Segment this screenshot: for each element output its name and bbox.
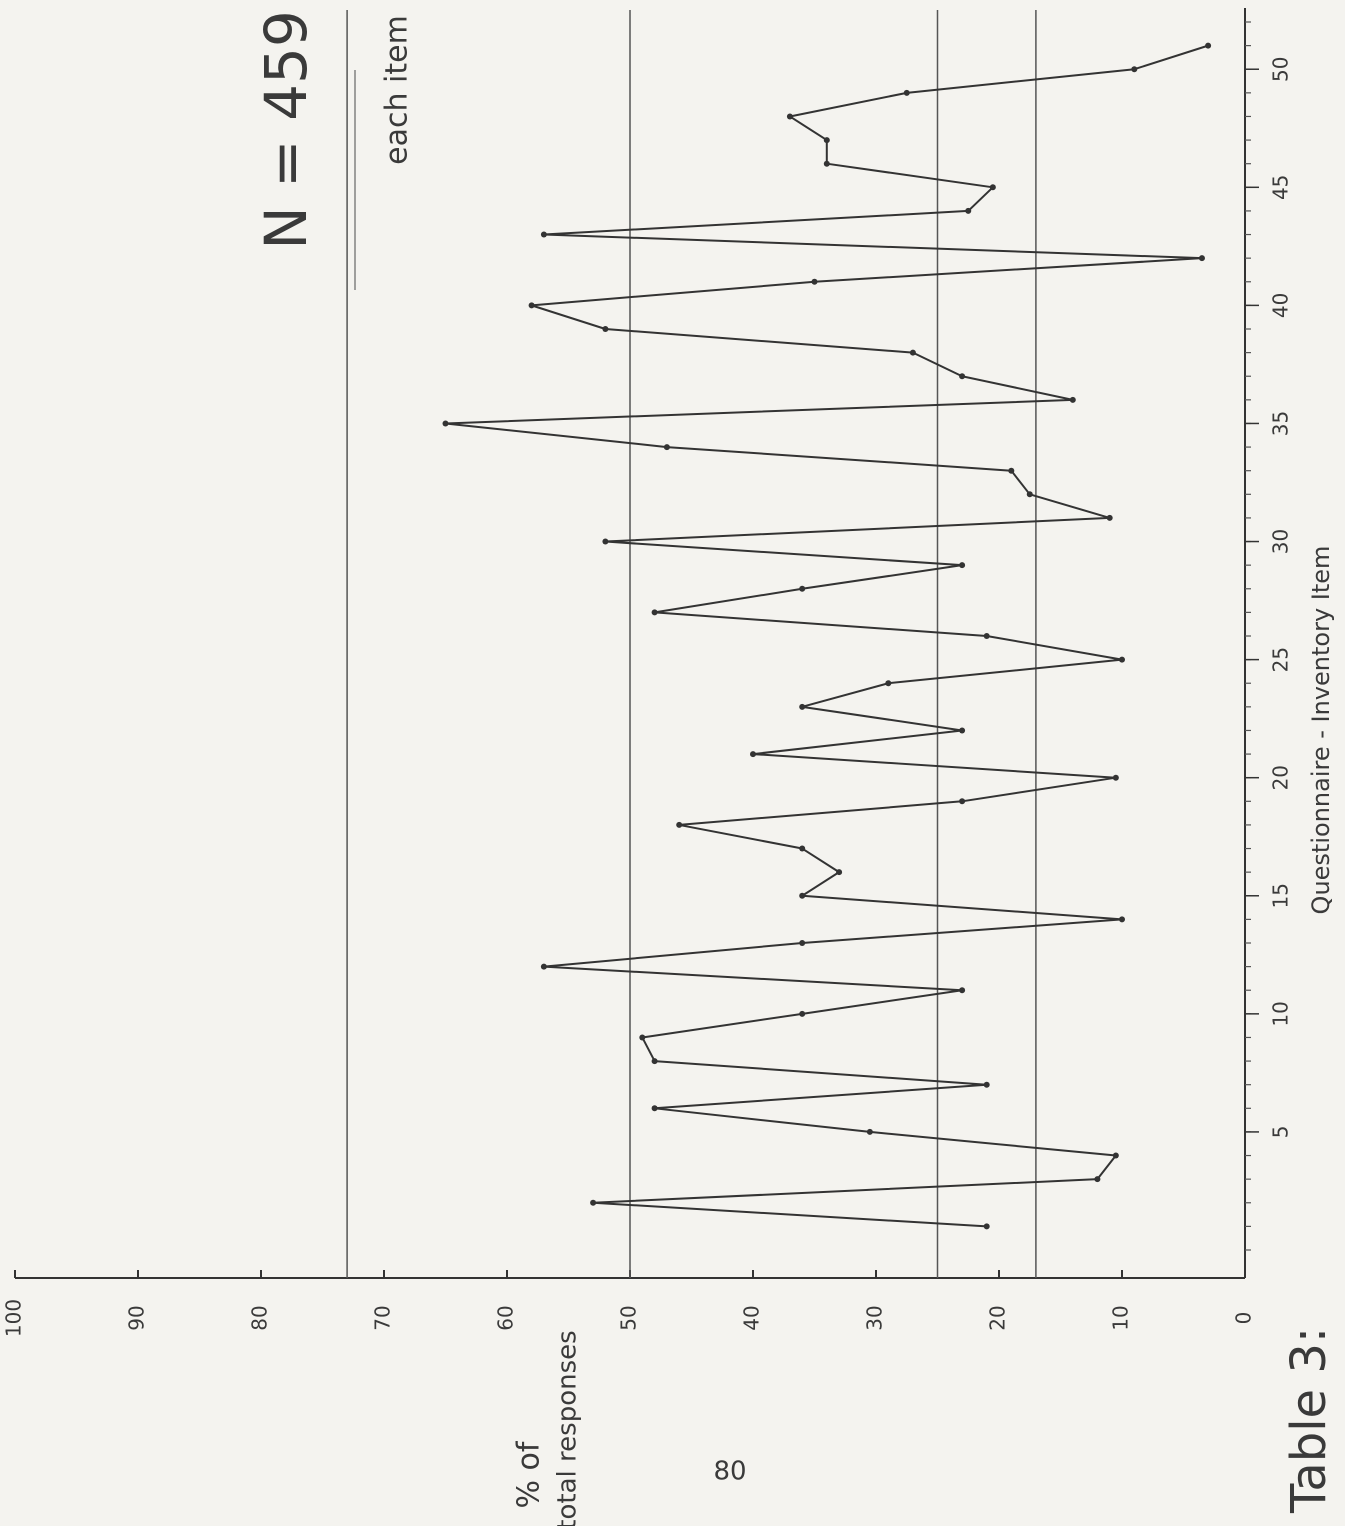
data-point [904,90,910,96]
data-point [812,279,818,285]
data-point [1205,43,1211,49]
data-point [799,586,805,592]
y-axis-label: total responses [553,1330,583,1526]
y-tick-label: 20 [986,1305,1010,1330]
data-point [1027,491,1033,497]
data-point [799,940,805,946]
data-point [824,137,830,143]
data-point [1113,1153,1119,1159]
data-point [443,420,449,426]
data-point [664,444,670,450]
y-tick-label: 50 [617,1305,641,1330]
data-point [652,1058,658,1064]
data-point [1070,397,1076,403]
x-tick-label: 20 [1269,765,1293,790]
data-point [799,704,805,710]
caption: Table 3: [1281,1327,1337,1514]
x-axis-label: Questionnaire - Inventory Item [1307,546,1335,915]
data-point [1008,468,1014,474]
data-point [959,798,965,804]
y-tick-label: 90 [125,1305,149,1330]
data-point [602,326,608,332]
data-point [541,232,547,238]
data-point [787,113,793,119]
data-point [799,846,805,852]
data-point [652,609,658,615]
paper [0,0,1345,1526]
page: 0 10 20 30 40 50 60 70 80 90 100 5 10 15 20 25 30 35 40 45 5… [0,0,1345,1526]
y-tick-label: 0 [1232,1312,1256,1325]
data-point [529,302,535,308]
y-tick-label: 40 [740,1305,764,1330]
data-point [824,161,830,167]
chart-title: N = 459 [252,10,320,250]
data-point [652,1105,658,1111]
data-point [885,680,891,686]
data-point [836,869,842,875]
x-tick-label: 45 [1269,175,1293,200]
data-point [676,822,682,828]
y-axis-label: % of [512,1440,547,1508]
data-point [1107,515,1113,521]
data-point [590,1200,596,1206]
y-tick-label: 70 [371,1305,395,1330]
data-point [750,751,756,757]
annotation: each item [380,15,415,165]
y-tick-label: 10 [1109,1305,1133,1330]
data-point [984,1223,990,1229]
data-point [602,539,608,545]
x-tick-label: 15 [1269,883,1293,908]
x-tick-label: 10 [1269,1001,1293,1026]
data-point [965,208,971,214]
data-point [1113,775,1119,781]
data-point [1094,1176,1100,1182]
y-tick-label: 30 [863,1305,887,1330]
data-point [799,893,805,899]
x-tick-label: 50 [1269,57,1293,82]
data-point [541,964,547,970]
data-point [1119,657,1125,663]
data-point [959,987,965,993]
data-point [799,1011,805,1017]
data-point [1199,255,1205,261]
data-point [990,184,996,190]
x-tick-label: 25 [1269,647,1293,672]
data-point [959,562,965,568]
x-tick-label: 40 [1269,293,1293,318]
data-point [1131,66,1137,72]
x-tick-label: 35 [1269,411,1293,436]
y-tick-label: 80 [248,1305,272,1330]
data-point [984,1082,990,1088]
data-point [959,727,965,733]
x-tick-label: 30 [1269,529,1293,554]
y-tick-label: 100 [2,1299,26,1337]
data-point [1119,916,1125,922]
data-point [984,633,990,639]
y-tick-label: 60 [494,1305,518,1330]
x-tick-label: 5 [1269,1126,1293,1139]
data-point [639,1034,645,1040]
page-number: 80 [713,1457,746,1487]
data-point [959,373,965,379]
data-point [867,1129,873,1135]
data-point [910,350,916,356]
